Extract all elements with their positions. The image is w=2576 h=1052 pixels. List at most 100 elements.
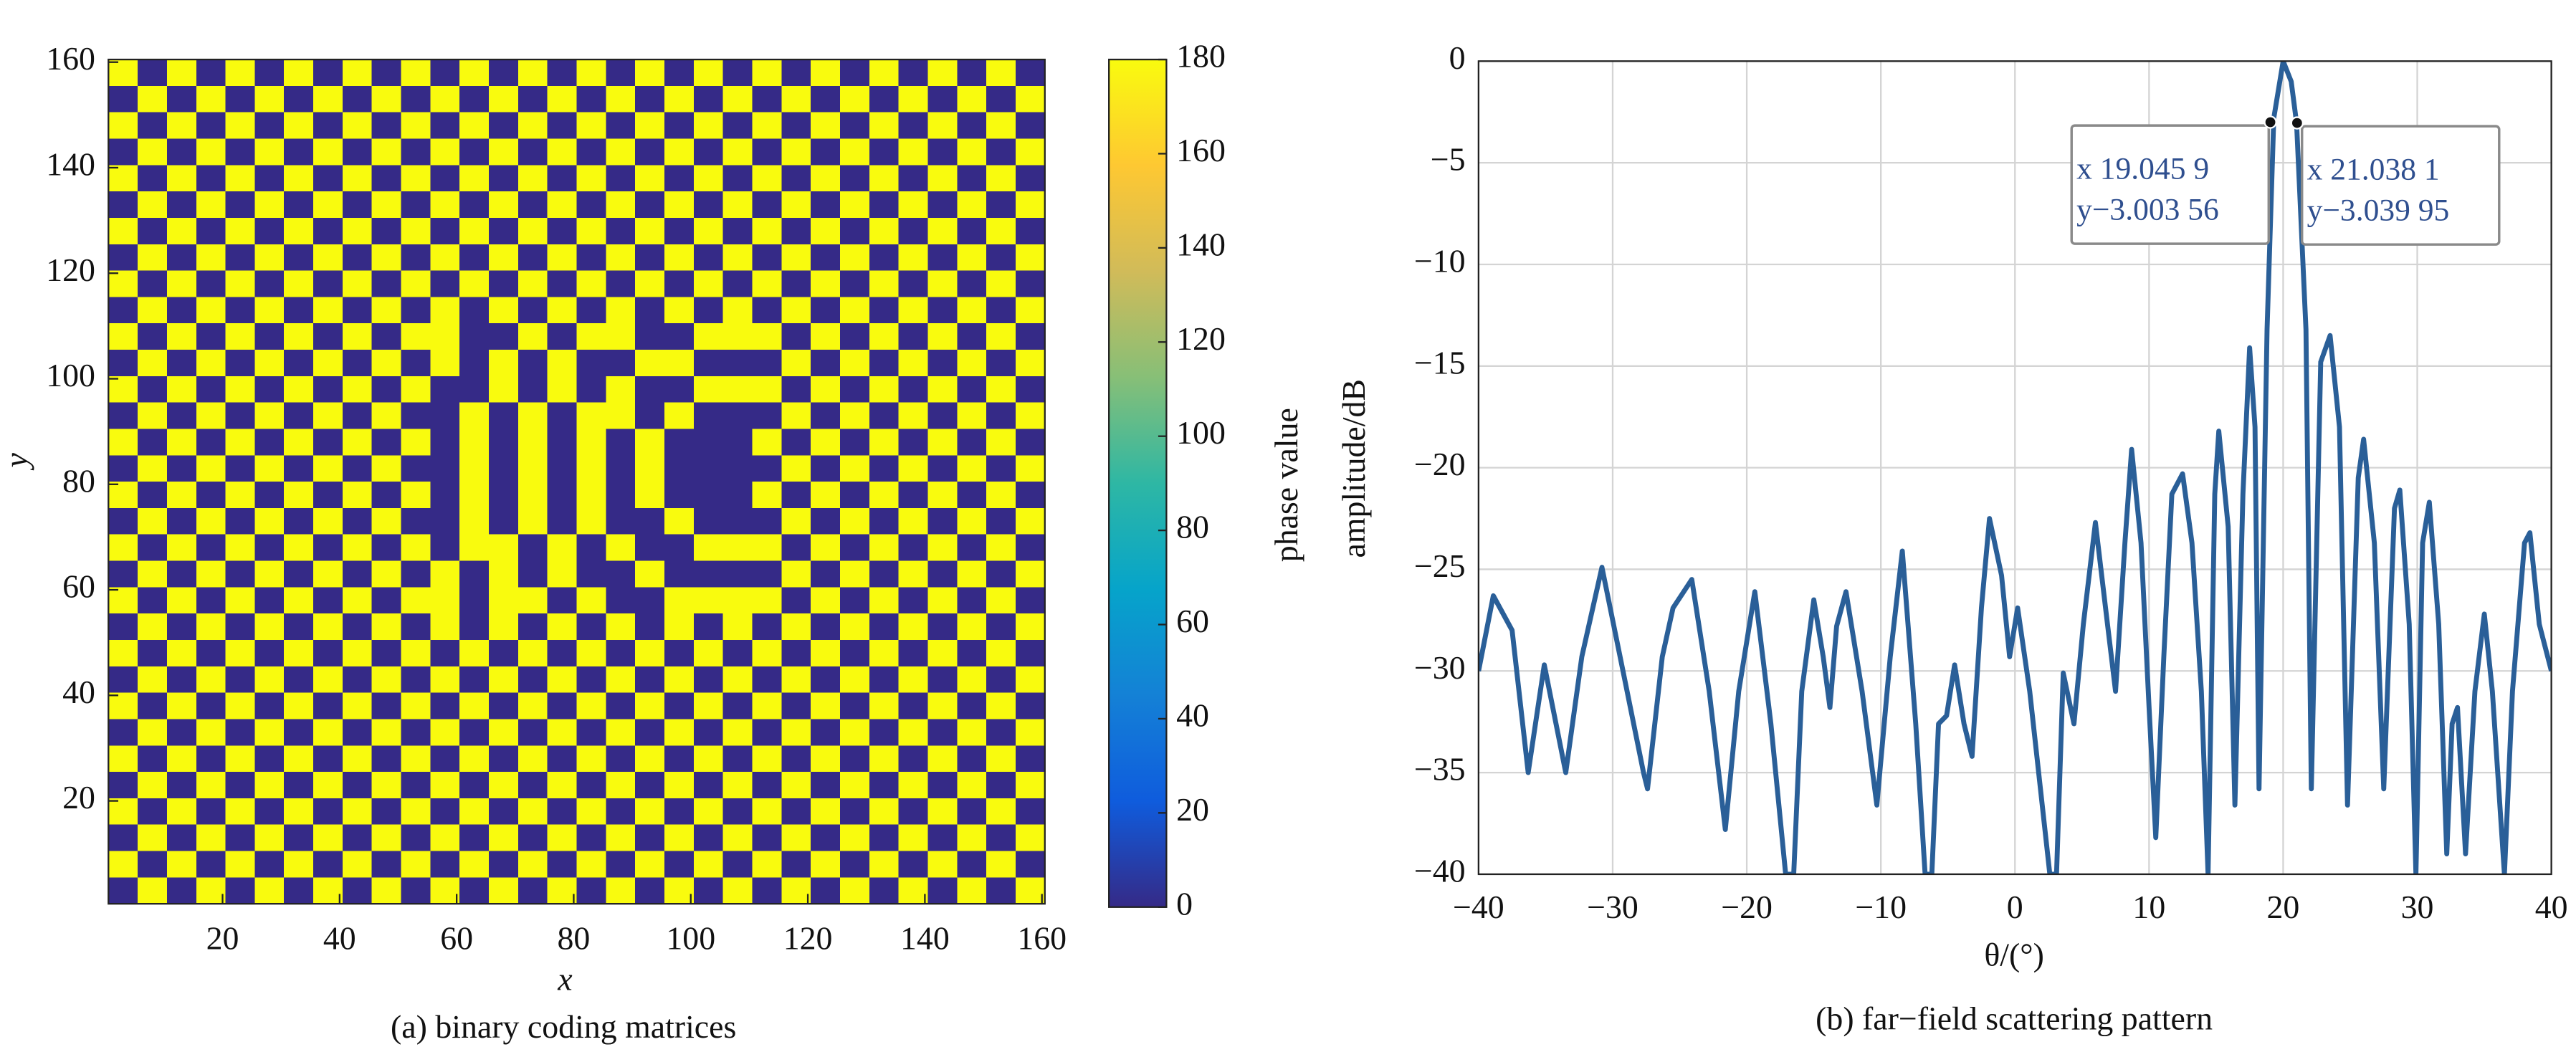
cell <box>371 191 402 219</box>
caption: (a) binary coding matrices <box>391 1008 736 1045</box>
cell <box>957 350 987 377</box>
cell <box>108 59 138 87</box>
cell <box>839 270 870 298</box>
cell <box>166 402 197 430</box>
cell <box>635 745 665 773</box>
cell <box>898 402 929 430</box>
cell <box>752 85 783 113</box>
cell <box>606 772 636 799</box>
cell <box>517 482 548 509</box>
cell <box>635 851 665 879</box>
cell <box>196 534 226 562</box>
cell <box>166 824 197 852</box>
cell <box>606 692 636 720</box>
cell <box>284 666 314 694</box>
cell <box>606 402 636 430</box>
cell <box>284 824 314 852</box>
cell <box>254 297 285 324</box>
cell <box>606 85 636 113</box>
cell <box>898 455 929 482</box>
cell <box>752 877 783 904</box>
cell <box>517 613 548 641</box>
cell <box>576 587 607 614</box>
y-tick-label: 60 <box>62 568 95 605</box>
cell <box>517 772 548 799</box>
cell <box>313 560 343 588</box>
data-tip-label: y−3.003 56 <box>2076 193 2219 227</box>
cell <box>576 85 607 113</box>
cell <box>459 85 490 113</box>
cell <box>166 534 197 562</box>
cell <box>108 429 138 456</box>
cell <box>839 376 870 403</box>
cell <box>722 640 753 667</box>
cell <box>606 798 636 826</box>
cell <box>342 640 373 667</box>
cell <box>108 692 138 720</box>
cell <box>284 877 314 904</box>
cell <box>517 692 548 720</box>
cell <box>722 745 753 773</box>
cell <box>986 666 1016 694</box>
cell <box>371 59 402 87</box>
cell <box>547 745 578 773</box>
cell <box>781 666 811 694</box>
cell <box>254 666 285 694</box>
cell <box>986 85 1016 113</box>
cell <box>839 85 870 113</box>
cell <box>722 560 753 588</box>
cell <box>606 191 636 219</box>
cell <box>752 798 783 826</box>
cell <box>196 455 226 482</box>
cell <box>986 534 1016 562</box>
cell <box>752 270 783 298</box>
x-tick-label: 120 <box>783 919 833 956</box>
cell <box>225 244 256 272</box>
cell <box>459 851 490 879</box>
cell <box>664 270 695 298</box>
cell <box>401 719 431 746</box>
cell <box>664 798 695 826</box>
cell <box>313 455 343 482</box>
cell <box>196 85 226 113</box>
cell <box>1015 297 1046 324</box>
cell <box>138 244 168 272</box>
cell <box>430 59 460 87</box>
cell <box>517 745 548 773</box>
cell <box>635 165 665 192</box>
cell <box>489 323 519 350</box>
cell <box>693 745 724 773</box>
cell <box>664 482 695 509</box>
cell <box>811 429 841 456</box>
colorbar <box>1108 58 1168 908</box>
cell <box>342 482 373 509</box>
cell <box>254 534 285 562</box>
cell <box>196 191 226 219</box>
cell <box>693 507 724 535</box>
cell <box>166 640 197 667</box>
cell <box>430 640 460 667</box>
cell <box>957 507 987 535</box>
x-tick-label: −20 <box>1721 889 1773 925</box>
cell <box>1015 112 1046 140</box>
cell <box>869 112 900 140</box>
cell <box>342 429 373 456</box>
cell <box>517 402 548 430</box>
colorbar-tick-label: 20 <box>1176 791 1209 828</box>
cell <box>722 112 753 140</box>
cell <box>401 112 431 140</box>
cell <box>722 507 753 535</box>
cell <box>635 138 665 166</box>
cell <box>1015 640 1046 667</box>
cell <box>927 692 958 720</box>
cell <box>635 640 665 667</box>
cell <box>986 350 1016 377</box>
cell <box>752 613 783 641</box>
cell <box>781 59 811 87</box>
cell <box>196 217 226 245</box>
cell <box>489 85 519 113</box>
cell <box>722 482 753 509</box>
cell <box>489 772 519 799</box>
cell <box>1015 138 1046 166</box>
cell <box>313 85 343 113</box>
